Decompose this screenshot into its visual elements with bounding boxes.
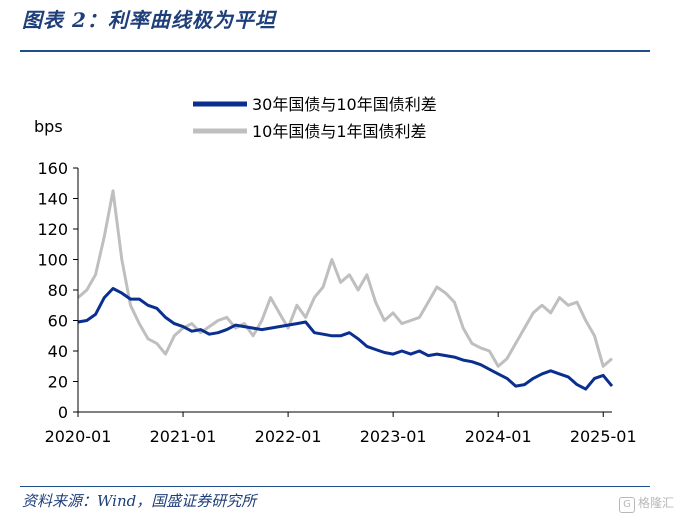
y-tick-label: 140 (37, 190, 68, 209)
figure-title: 图表 2：利率曲线极为平坦 (22, 8, 276, 32)
y-axis-label: bps (34, 117, 63, 136)
legend-label-2: 10年国债与1年国债利差 (252, 122, 427, 141)
x-tick-label: 2023-01 (360, 427, 427, 446)
axes: 0 20 40 60 80 100 120 140 160 2020-01 2021-01 2022-… (37, 159, 636, 446)
y-tick-label: 100 (37, 251, 68, 270)
y-tick-label: 80 (48, 281, 68, 300)
watermark: G 格隆汇 (618, 494, 674, 513)
y-tick-label: 160 (37, 159, 68, 178)
footer-divider (20, 486, 650, 487)
y-tick-label: 20 (48, 373, 68, 392)
x-tick-label: 2022-01 (255, 427, 322, 446)
source-note: 资料来源：Wind，国盛证券研究所 (22, 492, 257, 510)
y-tick-label: 40 (48, 342, 68, 361)
series-line-1 (77, 287, 614, 391)
watermark-text: 格隆汇 (637, 496, 674, 510)
watermark-logo-icon: G (618, 497, 635, 513)
series-layer (77, 189, 614, 391)
y-tick-label: 0 (58, 403, 68, 422)
series-line-2 (77, 189, 613, 368)
legend: 30年国债与10年国债利差 10年国债与1年国债利差 (193, 95, 437, 141)
y-tick-label: 120 (37, 220, 68, 239)
x-tick-label: 2021-01 (150, 427, 217, 446)
x-tick-label: 2020-01 (45, 427, 112, 446)
x-tick-label: 2024-01 (465, 427, 532, 446)
y-tick-label: 60 (48, 312, 68, 331)
title-divider (20, 50, 650, 52)
legend-label-1: 30年国债与10年国债利差 (252, 95, 437, 114)
x-tick-label: 2025-01 (570, 427, 637, 446)
